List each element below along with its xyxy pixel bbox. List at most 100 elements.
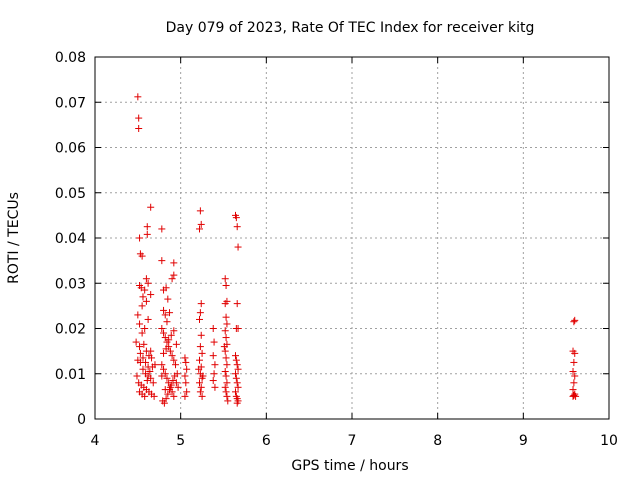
- data-point: [211, 361, 219, 369]
- data-point: [172, 340, 180, 348]
- data-point: [197, 220, 205, 228]
- data-point: [231, 388, 239, 396]
- data-point: [144, 279, 152, 287]
- y-axis-label: ROTI / TECUs: [6, 192, 22, 284]
- data-point: [173, 370, 181, 378]
- data-point: [160, 365, 168, 373]
- data-point: [141, 286, 149, 294]
- y-tick-label: 0.04: [55, 231, 86, 247]
- data-point: [209, 325, 217, 332]
- data-point: [196, 315, 204, 323]
- data-point: [140, 340, 148, 348]
- x-tick-label: 6: [262, 433, 271, 449]
- data-point: [165, 336, 173, 344]
- data-point: [570, 318, 578, 326]
- data-point: [161, 386, 169, 394]
- data-point: [233, 399, 241, 407]
- data-point: [139, 365, 147, 373]
- data-point: [139, 354, 147, 362]
- data-point: [135, 124, 143, 132]
- data-point: [172, 361, 180, 369]
- data-point: [221, 367, 229, 375]
- data-point: [139, 293, 147, 301]
- data-point: [210, 338, 218, 346]
- data-point: [233, 379, 241, 387]
- data-point: [220, 343, 228, 351]
- data-point: [170, 271, 178, 279]
- data-point: [174, 383, 182, 391]
- data-point: [198, 349, 206, 357]
- data-point: [569, 367, 577, 375]
- data-point: [181, 354, 189, 362]
- data-point: [158, 372, 166, 380]
- y-tick-label: 0: [77, 412, 86, 428]
- data-point: [221, 327, 229, 335]
- data-point: [195, 365, 203, 373]
- y-tick-label: 0.07: [55, 95, 86, 111]
- data-point: [132, 338, 140, 346]
- data-point: [222, 372, 230, 380]
- data-point: [232, 356, 240, 364]
- x-tick-label: 7: [348, 433, 357, 449]
- data-point: [181, 372, 189, 380]
- data-point: [143, 230, 151, 238]
- data-point: [198, 392, 206, 400]
- data-point: [158, 325, 166, 332]
- data-point: [163, 374, 171, 382]
- data-point: [182, 379, 190, 387]
- data-point: [168, 275, 176, 283]
- data-point: [569, 386, 577, 394]
- data-point: [196, 343, 204, 351]
- data-point: [138, 252, 146, 260]
- data-point: [183, 388, 191, 396]
- data-point: [209, 352, 217, 360]
- data-point: [158, 225, 166, 233]
- data-point: [166, 347, 174, 355]
- data-point: [164, 295, 172, 303]
- data-point: [570, 379, 578, 387]
- data-point: [211, 383, 219, 391]
- data-point: [183, 365, 191, 373]
- x-tick-label: 5: [176, 433, 185, 449]
- data-point: [196, 388, 204, 396]
- data-point: [160, 329, 168, 337]
- data-point: [222, 388, 230, 396]
- x-tick-label: 10: [600, 433, 618, 449]
- data-point: [222, 313, 230, 321]
- data-point: [141, 325, 149, 332]
- data-point: [571, 316, 579, 324]
- data-point: [234, 383, 242, 391]
- data-point: [147, 347, 155, 355]
- data-point: [134, 311, 142, 319]
- data-point: [149, 379, 157, 387]
- data-point: [223, 361, 231, 369]
- data-point: [197, 383, 205, 391]
- data-point: [135, 114, 143, 122]
- data-point: [181, 392, 189, 400]
- data-point: [148, 354, 156, 362]
- data-point: [571, 349, 579, 357]
- data-point: [144, 363, 152, 371]
- x-tick-label: 9: [519, 433, 528, 449]
- data-point: [170, 259, 178, 267]
- data-point: [146, 367, 154, 375]
- y-tick-label: 0.05: [55, 186, 86, 202]
- data-point: [223, 392, 231, 400]
- data-point: [136, 234, 144, 242]
- data-point: [570, 391, 578, 399]
- data-point: [570, 358, 578, 366]
- data-point: [234, 365, 242, 373]
- data-point: [234, 325, 242, 332]
- data-point: [134, 93, 142, 101]
- data-point: [572, 392, 580, 400]
- y-tick-label: 0.01: [55, 367, 86, 383]
- data-point: [232, 214, 240, 222]
- data-point: [162, 284, 170, 292]
- x-tick-label: 8: [433, 433, 442, 449]
- data-point: [150, 392, 158, 400]
- data-point: [170, 356, 178, 364]
- data-point: [223, 379, 231, 387]
- y-axis-ticks: 0 0.01 0.02 0.03 0.04 0.05 0.06 0.07 0.08: [55, 50, 609, 428]
- data-point: [168, 352, 176, 360]
- y-tick-label: 0.08: [55, 50, 86, 66]
